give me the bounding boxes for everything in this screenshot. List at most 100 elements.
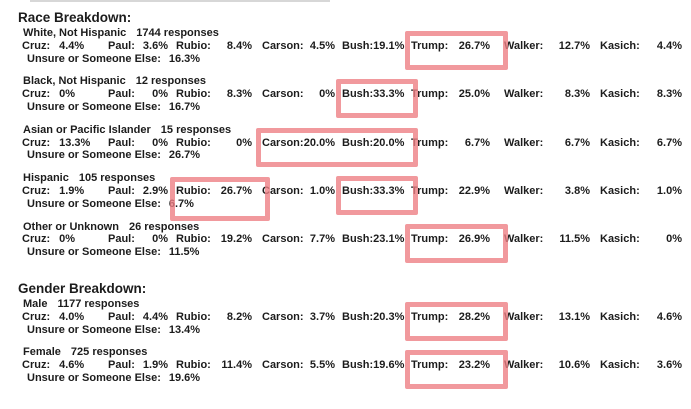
candidate-value: 4.5% (309, 39, 335, 52)
unsure-label: Unsure or Someone Else: (27, 100, 161, 113)
candidate-value: 3.6% (142, 39, 168, 52)
group-responses: 725 responses (70, 346, 148, 359)
candidate-cell: Walker: 11.5% (504, 233, 590, 246)
candidate-label: Carson: (262, 88, 304, 101)
group-header: Asian or Pacific Islander 15 responses (23, 124, 691, 137)
candidate-value: 1.9% (142, 359, 168, 372)
candidate-cell: Rubio: 0% (176, 137, 252, 150)
candidate-label: Trump: (411, 136, 449, 149)
unsure-label: Unsure or Someone Else: (27, 323, 161, 336)
candidate-value: 20.0% (303, 136, 335, 149)
candidate-label: Walker: (504, 136, 544, 149)
candidate-value: 0% (152, 233, 168, 246)
candidate-label: Trump: (411, 184, 449, 197)
candidate-label: Paul: (108, 184, 135, 197)
candidate-label: Trump: (411, 233, 449, 246)
candidate-value: 6.7% (464, 136, 490, 149)
group-header: White, Not Hispanic 1744 responses (23, 27, 691, 40)
candidate-value: 12.7% (558, 39, 590, 52)
candidate-label: Bush: (342, 88, 374, 101)
candidate-cell: Kasich: 1.0% (600, 185, 682, 198)
group: Black, Not Hispanic 12 responses Cruz: 0% Pa… (0, 75, 691, 119)
candidate-label: Paul: (108, 136, 135, 149)
unsure-line: Unsure or Someone Else: 11.5% (27, 246, 691, 259)
candidate-cell: Cruz: 4.4% (22, 40, 92, 53)
unsure-label: Unsure or Someone Else: (27, 246, 161, 259)
candidate-value: 10.6% (558, 359, 590, 372)
group-header: Male 1177 responses (23, 298, 691, 311)
values-row: Cruz: 4.0% Paul: 4.4% Rubio: 8.2% Carson: 3.7% B… (0, 301, 691, 341)
candidate-label: Bush: (342, 233, 374, 246)
candidate-cell: Bush: 33.3% (342, 184, 404, 198)
candidate-value: 0% (319, 88, 335, 101)
unsure-value: 26.7% (168, 149, 201, 162)
group-responses: 105 responses (78, 172, 156, 185)
unsure-line: Unsure or Someone Else: 16.7% (27, 101, 691, 114)
values-row: Cruz: 0% Paul: 0% Rubio: 19.2% Carson: 7.7% Bush… (0, 224, 691, 264)
candidate-value: 11.5% (559, 233, 590, 246)
candidate-cell: Trump: 28.2% (411, 311, 490, 324)
candidate-value: 13.1% (558, 310, 590, 323)
candidate-label: Kasich: (600, 39, 640, 52)
candidate-value: 0% (59, 88, 76, 101)
candidate-value: 26.7% (458, 39, 490, 52)
candidate-label: Cruz: (22, 184, 51, 197)
candidate-value: 8.3% (226, 88, 252, 101)
candidate-cell: Rubio: 8.4% (176, 40, 252, 53)
candidate-label: Paul: (108, 88, 135, 101)
candidate-cell: Cruz: 4.6% (22, 359, 92, 372)
candidate-cell: Walker: 3.8% (504, 185, 590, 198)
candidate-value: 13.3% (59, 136, 91, 149)
values-row: Cruz: 4.4% Paul: 3.6% Rubio: 8.4% Carson: 4.5% B… (0, 30, 691, 70)
candidate-value: 2.9% (142, 184, 168, 197)
candidate-label: Walker: (504, 39, 544, 52)
candidate-label: Rubio: (176, 233, 211, 246)
candidate-value: 0% (152, 88, 168, 101)
section: Gender Breakdown: Male 1177 responses Cruz:… (0, 281, 691, 390)
candidate-label: Carson: (262, 310, 304, 323)
candidate-label: Bush: (342, 39, 374, 52)
group: White, Not Hispanic 1744 responses Cruz: 4.… (0, 27, 691, 70)
candidate-cell: Kasich: 4.6% (600, 311, 682, 324)
candidate-cell: Cruz: 0% (22, 88, 92, 101)
candidate-value: 8.4% (226, 39, 252, 52)
candidate-value: 8.2% (226, 310, 252, 323)
candidate-label: Carson: (262, 184, 304, 197)
candidate-cell: Carson: 4.5% (262, 40, 335, 53)
group: Female 725 responses Cruz: 4.6% Paul: 1.9% Rub… (0, 346, 691, 390)
candidate-cell: Trump: 22.9% (411, 185, 490, 198)
candidate-cell: Paul: 1.9% (108, 359, 168, 372)
candidate-label: Trump: (411, 310, 449, 323)
unsure-value: 16.3% (168, 52, 201, 65)
candidate-label: Kasich: (600, 310, 640, 323)
candidate-cell: Paul: 3.6% (108, 40, 168, 53)
candidate-value: 25.0% (458, 88, 490, 101)
candidate-value: 0% (59, 233, 76, 246)
candidate-value: 11.4% (221, 359, 252, 372)
section-title: Race Breakdown: (18, 10, 132, 25)
candidate-value: 8.3% (564, 88, 590, 101)
candidate-cell: Cruz: 0% (22, 233, 92, 246)
unsure-line: Unsure or Someone Else: 19.6% (27, 372, 691, 385)
candidate-cell: Bush: 19.1% (342, 39, 404, 53)
candidate-value: 33.3% (373, 184, 405, 197)
candidate-value: 6.7% (564, 136, 590, 149)
candidate-value: 8.3% (656, 88, 682, 101)
candidate-label: Carson: (262, 233, 304, 246)
values-row: Cruz: 4.6% Paul: 1.9% Rubio: 11.4% Carson: 5.5%… (0, 350, 691, 390)
candidate-label: Walker: (504, 184, 544, 197)
candidate-cell: Cruz: 13.3% (22, 137, 92, 150)
unsure-line: Unsure or Someone Else: 26.7% (27, 149, 691, 162)
candidate-label: Carson: (262, 136, 304, 149)
candidate-label: Cruz: (22, 136, 51, 149)
group-name: Female (23, 346, 61, 359)
candidate-label: Paul: (108, 39, 135, 52)
candidate-value: 1.0% (656, 184, 682, 197)
candidate-cell: Rubio: 8.3% (176, 88, 252, 101)
unsure-label: Unsure or Someone Else: (27, 371, 161, 384)
candidate-cell: Walker: 13.1% (504, 311, 590, 324)
candidate-label: Bush: (342, 184, 374, 197)
candidate-cell: Kasich: 6.7% (600, 137, 682, 150)
group-name: Asian or Pacific Islander (23, 123, 151, 136)
candidate-label: Kasich: (600, 233, 640, 246)
